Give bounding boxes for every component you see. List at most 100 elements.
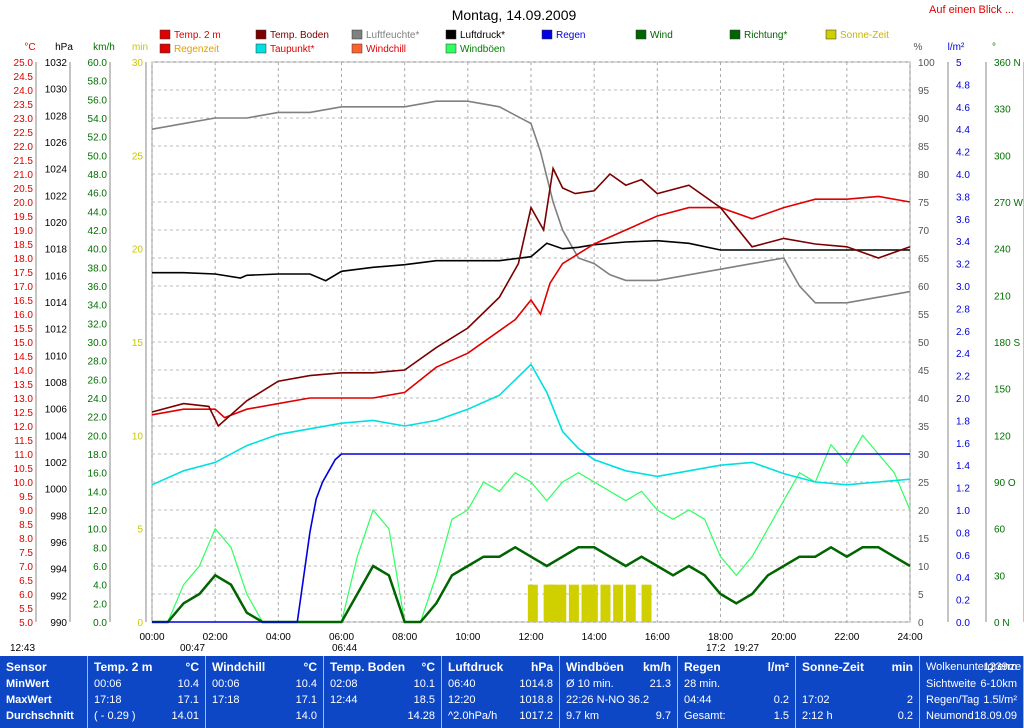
right-axis-tick: 15 <box>918 534 930 545</box>
right-axis-tick: 3.8 <box>956 192 970 203</box>
legend-label: Sonne-Zeit <box>840 30 889 41</box>
legend-label: Windchill <box>366 44 406 55</box>
cell-label: Ø 10 min. <box>566 678 614 690</box>
left-axis-tick: 992 <box>50 591 67 602</box>
left-axis-tick: 12.0 <box>88 506 108 517</box>
left-axis-tick: 20 <box>132 245 144 256</box>
x-tick-label: 10:00 <box>455 632 480 643</box>
left-axis-tick: 54.0 <box>88 114 108 125</box>
left-axis-unit: min <box>132 42 148 53</box>
left-axis-tick: 9.0 <box>19 506 33 517</box>
table-row: 17:02 2 <box>796 693 919 708</box>
right-axis-tick: 90 <box>918 114 930 125</box>
bar-sonne-zeit <box>527 584 538 622</box>
table-row: Sichtweite 6-10km <box>920 677 1023 692</box>
cell-label: ( - 0.29 ) <box>94 710 136 722</box>
left-axis-tick: 1002 <box>45 458 68 469</box>
left-axis-tick: 30 <box>132 58 144 69</box>
left-axis-tick: 24.0 <box>88 394 108 405</box>
chart-series <box>151 100 911 624</box>
overview-link[interactable]: Auf einen Blick ... <box>929 4 1014 16</box>
column-title: Sonne-Zeit <box>802 660 864 674</box>
legend-swatch <box>255 29 267 40</box>
right-axis-tick: 4.2 <box>956 148 970 159</box>
cell-label: 00:06 <box>212 678 240 690</box>
table-header: Windböen km/h <box>560 660 677 675</box>
table-row: 12:20 1018.8 <box>442 693 559 708</box>
left-axis-tick: 11.0 <box>14 450 33 461</box>
cell-value: 14.01 <box>171 710 199 722</box>
left-axis-tick: 14.0 <box>88 487 108 498</box>
right-axis-tick: 100 <box>918 58 935 69</box>
right-axis-tick: 50 <box>918 338 930 349</box>
right-axis-unit: l/m² <box>948 42 965 53</box>
table-column: Wolkenuntergrenze 1239m Sichtweite 6-10km Re… <box>920 656 1024 728</box>
table-row: Durchschnitt <box>0 709 87 724</box>
legend-label: Wind <box>650 30 673 41</box>
series-line-temp-boden <box>151 165 911 428</box>
legend-swatch <box>445 29 457 40</box>
left-axis-tick: 58.0 <box>88 77 108 88</box>
cell-label: 00:06 <box>94 678 122 690</box>
table-row: Ø 10 min. 21.3 <box>560 677 677 692</box>
column-title: Temp. 2 m <box>94 660 153 674</box>
table-header: Sonne-Zeit min <box>796 660 919 675</box>
column-unit: 1239m <box>983 661 1017 673</box>
left-axis-tick: 9.5 <box>19 492 33 503</box>
left-axis-tick: 14.0 <box>14 366 34 377</box>
column-title: Windböen <box>566 660 624 674</box>
x-tick-label: 06:00 <box>329 632 354 643</box>
right-axis-tick: 25 <box>918 478 930 489</box>
left-axis-tick: 22.0 <box>88 413 108 424</box>
table-row: MaxWert <box>0 693 87 708</box>
legend-label: Temp. Boden <box>270 30 329 41</box>
left-axis-tick: 20.5 <box>14 184 34 195</box>
right-axis-unit: % <box>914 42 923 53</box>
left-axis-tick: 10.5 <box>14 464 34 475</box>
bar-sonne-zeit <box>641 584 652 622</box>
left-axis-tick: 18.0 <box>88 450 108 461</box>
cell-label: ^2.0hPa/h <box>448 710 498 722</box>
legend-swatch <box>729 29 741 40</box>
cell-value: 1.5l/m² <box>983 694 1017 706</box>
left-axis-tick: 12.5 <box>14 408 34 419</box>
left-axis-tick: 18.0 <box>14 254 34 265</box>
right-axis-tick: 90 O <box>994 478 1016 489</box>
table-row: 9.7 km 9.7 <box>560 709 677 724</box>
left-axis-tick: 6.0 <box>93 562 107 573</box>
weather-chart: 00:00 02:00 04:00 06:00 08:00 10:00 12:00 14:00… <box>10 7 1024 654</box>
cell-label: 9.7 km <box>566 710 600 722</box>
left-axis-tick: 1010 <box>45 351 68 362</box>
left-axis-tick: 14.5 <box>14 352 34 363</box>
right-axis-tick: 5 <box>956 58 962 69</box>
bar-sonne-zeit <box>546 584 557 622</box>
right-axis-tick: 0.8 <box>956 528 970 539</box>
x-tick-label: 16:00 <box>645 632 670 643</box>
series-line-luftfeuchte <box>151 100 911 304</box>
legend-swatch <box>351 43 363 54</box>
cell-value: 18.09.09 <box>974 710 1017 722</box>
legend-swatch <box>351 29 363 40</box>
table-column: Luftdruck hPa 06:40 1014.8 12:20 1018.8 ^2.0hP… <box>442 656 560 728</box>
left-axis-tick: 56.0 <box>88 95 108 106</box>
left-axis-tick: 15.5 <box>14 324 34 335</box>
left-axis-tick: 25.0 <box>14 58 34 69</box>
cell-label: Sichtweite <box>926 678 977 690</box>
table-row: 17:18 17.1 <box>88 693 205 708</box>
moonrise-label: 00:47 <box>180 643 205 654</box>
left-axis-tick: 17.5 <box>14 268 34 279</box>
legend-swatch <box>159 43 171 54</box>
table-row: ^2.0hPa/h 1017.2 <box>442 709 559 724</box>
bar-sonne-zeit <box>613 584 624 622</box>
right-axis-tick: 0.6 <box>956 551 970 562</box>
table-header: Luftdruck hPa <box>442 660 559 675</box>
table-row: 22:26 N-NO 36.2 <box>560 693 677 708</box>
right-axis-tick: 95 <box>918 86 930 97</box>
table-row: 06:40 1014.8 <box>442 677 559 692</box>
table-row: 28 min. <box>678 677 795 692</box>
left-axis-tick: 16.0 <box>14 310 34 321</box>
right-axis-tick: 65 <box>918 254 930 265</box>
left-axis-unit: hPa <box>55 42 73 53</box>
cell-label: 17:18 <box>212 694 240 706</box>
legend-label: Luftfeuchte* <box>366 30 419 41</box>
